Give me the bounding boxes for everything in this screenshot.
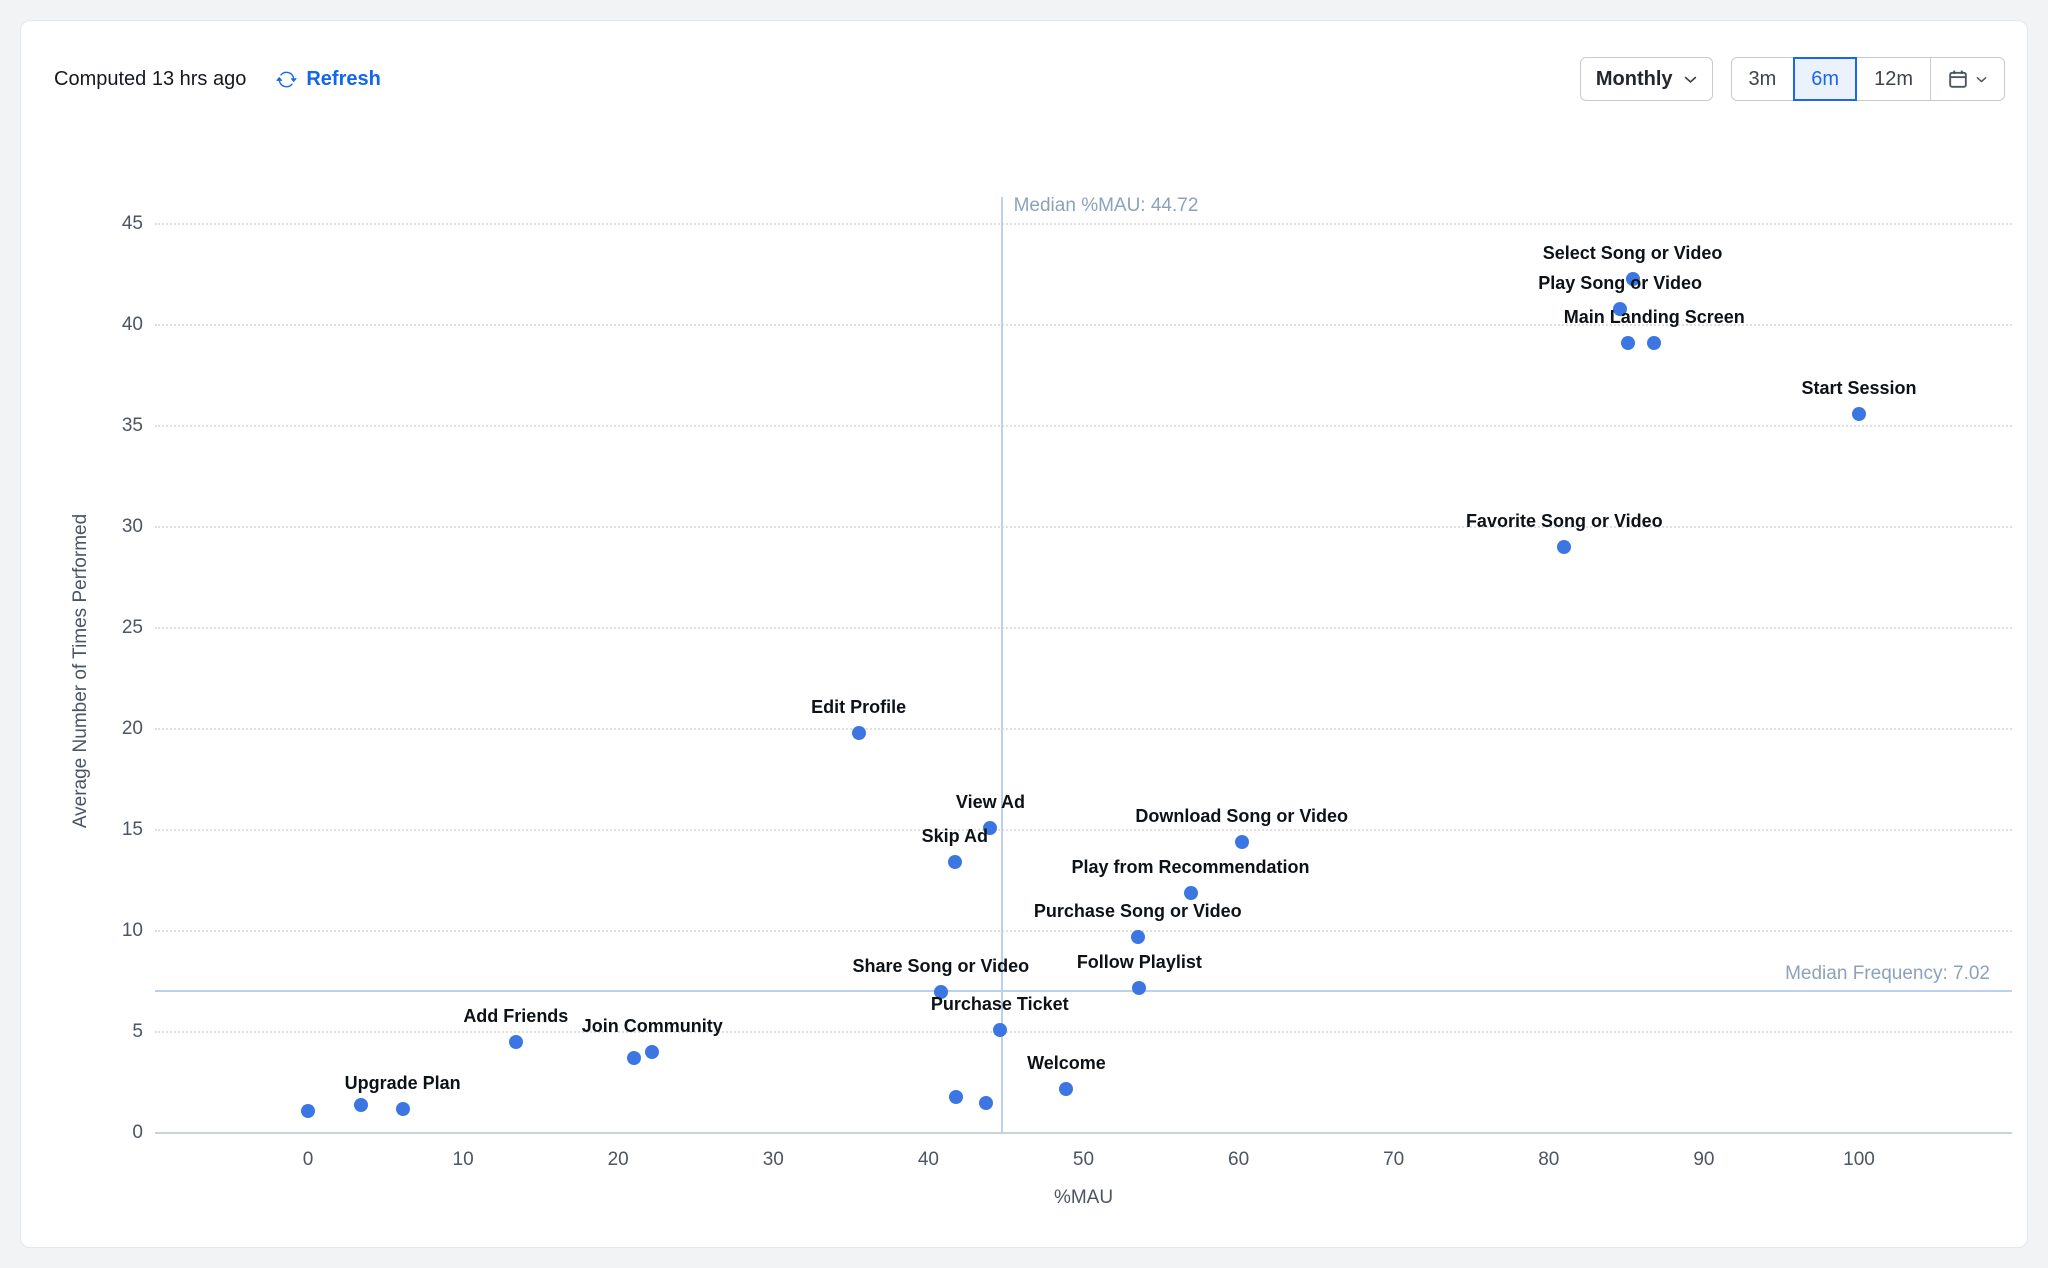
x-tick-label: 50	[1072, 1149, 1095, 1170]
data-point[interactable]	[1647, 336, 1662, 351]
median-mau-label: Median %MAU: 44.72	[1013, 195, 1199, 216]
x-tick-label: 40	[917, 1149, 939, 1170]
data-point[interactable]	[947, 855, 962, 870]
data-point[interactable]	[1183, 885, 1198, 900]
point-label: View Ad	[955, 791, 1025, 812]
gridline	[155, 930, 2012, 932]
refresh-icon	[276, 69, 297, 90]
data-point[interactable]	[353, 1097, 368, 1112]
y-tick-label: 25	[121, 617, 143, 638]
x-tick-label: 100	[1843, 1149, 1875, 1170]
data-point[interactable]	[645, 1045, 660, 1060]
point-label: Welcome	[1027, 1052, 1106, 1073]
refresh-label: Refresh	[306, 67, 381, 90]
date-range-picker-button[interactable]	[1930, 57, 2005, 101]
interval-dropdown[interactable]: Monthly	[1579, 57, 1713, 101]
point-label: Follow Playlist	[1076, 951, 1202, 972]
y-tick-label: 0	[132, 1122, 143, 1143]
data-point[interactable]	[395, 1101, 410, 1116]
point-label: Purchase Ticket	[930, 993, 1069, 1014]
range-6m[interactable]: 6m	[1793, 57, 1858, 101]
point-label: Main Landing Screen	[1563, 307, 1745, 328]
chart-header: Computed 13 hrs ago Refresh Monthly	[54, 57, 2005, 101]
data-point[interactable]	[626, 1051, 641, 1066]
data-point[interactable]	[1620, 336, 1635, 351]
data-point[interactable]	[933, 984, 948, 999]
chart-card: Computed 13 hrs ago Refresh Monthly	[20, 20, 2028, 1248]
point-label: Add Friends	[463, 1006, 569, 1027]
gridline	[155, 324, 2012, 326]
point-label: Play from Recommendation	[1071, 856, 1310, 877]
data-point[interactable]	[1130, 930, 1145, 945]
x-tick-label: 20	[607, 1149, 629, 1170]
x-tick-label: 80	[1538, 1149, 1560, 1170]
data-point[interactable]	[1625, 271, 1640, 286]
gridline	[155, 627, 2012, 629]
x-tick-label: 0	[302, 1149, 314, 1170]
x-axis-title: %MAU	[1053, 1187, 1114, 1208]
x-tick-label: 60	[1228, 1149, 1250, 1170]
y-tick-label: 35	[121, 415, 143, 436]
y-tick-label: 45	[121, 213, 143, 234]
median-mau-line	[1000, 197, 1003, 1133]
point-label: Favorite Song or Video	[1465, 511, 1663, 532]
data-point[interactable]	[1557, 540, 1572, 555]
data-point[interactable]	[851, 726, 866, 741]
point-label: Start Session	[1801, 377, 1917, 398]
data-point[interactable]	[301, 1103, 315, 1118]
point-label: Download Song or Video	[1135, 806, 1349, 827]
point-label: Join Community	[581, 1016, 723, 1037]
data-point[interactable]	[949, 1089, 964, 1104]
x-tick-label: 10	[452, 1149, 474, 1170]
median-frequency-label: Median Frequency: 7.02	[1785, 963, 1990, 985]
point-label: Upgrade Plan	[344, 1072, 461, 1093]
gridline	[155, 526, 2012, 528]
data-point[interactable]	[983, 820, 998, 835]
data-point[interactable]	[1852, 406, 1866, 421]
calendar-icon	[1948, 69, 1968, 89]
y-tick-label: 5	[132, 1021, 143, 1042]
gridline	[155, 1031, 2012, 1033]
data-point[interactable]	[508, 1035, 523, 1050]
x-tick-label: 90	[1693, 1149, 1715, 1170]
data-point[interactable]	[1059, 1081, 1074, 1096]
y-tick-label: 30	[121, 516, 143, 537]
point-label: Share Song or Video	[852, 955, 1030, 976]
gridline	[155, 829, 2012, 831]
y-tick-label: 20	[121, 718, 143, 739]
scatter-chart: %MAU Average Number of Times Performed 0…	[21, 21, 2027, 1247]
data-point[interactable]	[992, 1022, 1007, 1037]
y-tick-label: 10	[121, 920, 143, 941]
range-12m[interactable]: 12m	[1856, 57, 1931, 101]
data-point[interactable]	[1132, 980, 1147, 995]
y-tick-label: 15	[121, 819, 143, 840]
range-3m[interactable]: 3m	[1730, 57, 1795, 101]
y-axis-title: Average Number of Times Performed	[70, 513, 91, 829]
y-tick-label: 40	[121, 314, 143, 335]
gridline	[155, 223, 2012, 225]
chevron-down-icon	[1976, 74, 1987, 85]
data-point[interactable]	[978, 1095, 993, 1110]
chevron-down-icon	[1684, 73, 1697, 86]
gridline	[155, 728, 2012, 730]
date-range-segmented-control: 3m 6m 12m	[1730, 57, 2005, 101]
x-tick-label: 70	[1383, 1149, 1405, 1170]
refresh-button[interactable]: Refresh	[276, 67, 381, 91]
point-label: Purchase Song or Video	[1033, 901, 1242, 922]
interval-label: Monthly	[1595, 67, 1673, 90]
computed-timestamp: Computed 13 hrs ago	[54, 67, 247, 90]
x-tick-label: 30	[762, 1149, 784, 1170]
data-point[interactable]	[1613, 301, 1628, 316]
x-axis-line	[155, 1132, 2012, 1134]
median-frequency-line	[155, 990, 2012, 993]
gridline	[155, 425, 2012, 427]
point-label: Play Song or Video	[1538, 272, 1702, 293]
data-point[interactable]	[1234, 835, 1249, 850]
point-label: Select Song or Video	[1542, 242, 1723, 263]
point-label: Skip Ad	[921, 826, 988, 847]
point-label: Edit Profile	[811, 697, 907, 718]
